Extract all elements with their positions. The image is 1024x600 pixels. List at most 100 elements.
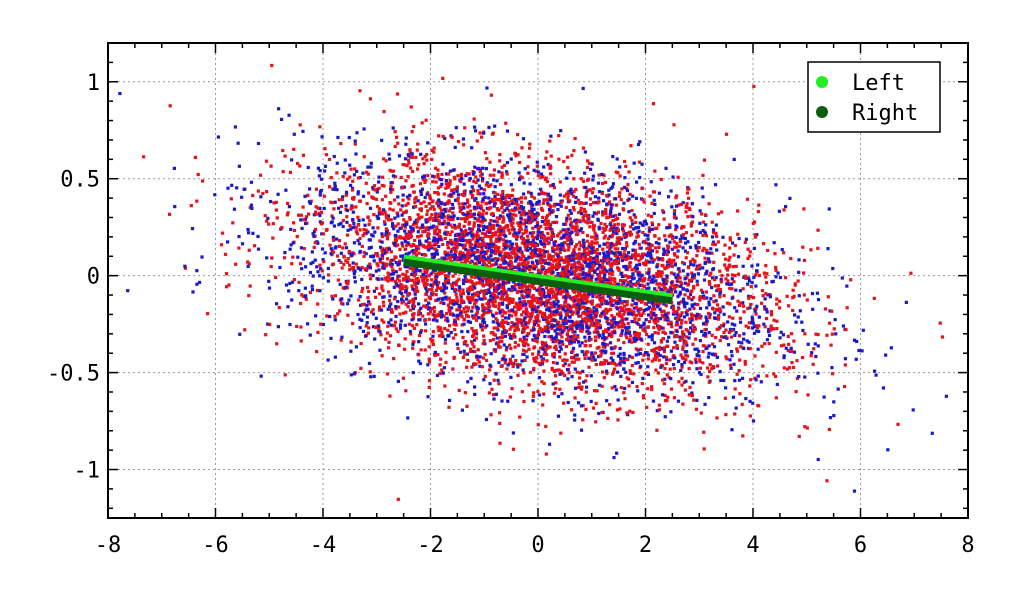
scatter-point — [393, 144, 397, 149]
scatter-point — [522, 181, 526, 185]
scatter-point — [443, 136, 447, 140]
scatter-point — [609, 332, 613, 336]
scatter-point — [421, 314, 425, 318]
scatter-point — [364, 307, 368, 311]
scatter-point — [309, 262, 313, 266]
scatter-point — [584, 321, 588, 325]
scatter-point — [729, 366, 733, 370]
scatter-point — [585, 264, 589, 268]
scatter-point — [423, 180, 427, 184]
scatter-point — [514, 252, 518, 256]
scatter-point — [621, 359, 625, 364]
scatter-point — [431, 218, 435, 222]
scatter-point — [500, 339, 504, 344]
scatter-point — [491, 231, 495, 235]
scatter-point — [529, 295, 534, 299]
scatter-point — [589, 276, 594, 280]
scatter-point — [466, 358, 470, 362]
scatter-point — [452, 281, 456, 285]
scatter-point — [367, 246, 371, 250]
scatter-point — [521, 137, 526, 141]
scatter-point — [358, 303, 363, 307]
scatter-point — [610, 334, 614, 339]
scatter-point — [301, 129, 305, 133]
scatter-point — [682, 225, 686, 229]
scatter-point — [607, 202, 611, 206]
scatter-point — [626, 183, 630, 187]
scatter-point — [677, 267, 681, 271]
scatter-point — [369, 245, 373, 249]
scatter-point — [364, 324, 368, 328]
scatter-point — [552, 259, 556, 263]
scatter-point — [519, 200, 524, 204]
scatter-point — [630, 219, 634, 223]
scatter-point — [472, 333, 476, 337]
scatter-point — [632, 242, 636, 246]
scatter-point — [561, 363, 566, 368]
scatter-point — [395, 135, 399, 139]
scatter-point — [757, 273, 762, 278]
scatter-point — [713, 277, 717, 282]
scatter-point — [780, 247, 784, 252]
scatter-point — [781, 333, 786, 337]
scatter-point — [356, 176, 361, 180]
scatter-point — [288, 281, 292, 286]
scatter-point — [413, 270, 417, 274]
scatter-point — [590, 191, 595, 195]
scatter-point — [457, 225, 461, 229]
scatter-point — [440, 238, 444, 242]
scatter-point — [503, 316, 508, 320]
scatter-point — [522, 335, 526, 339]
scatter-point — [624, 274, 628, 278]
scatter-point — [603, 358, 607, 363]
scatter-point — [627, 310, 631, 314]
scatter-point — [644, 318, 648, 322]
scatter-point — [449, 239, 453, 243]
scatter-point — [552, 318, 556, 322]
scatter-point — [809, 354, 813, 358]
scatter-point — [389, 218, 393, 222]
scatter-point — [511, 431, 515, 435]
scatter-point — [482, 227, 486, 232]
scatter-point — [503, 361, 507, 365]
scatter-point — [632, 276, 636, 280]
scatter-point — [373, 230, 377, 234]
scatter-point — [567, 363, 571, 367]
scatter-point — [478, 169, 482, 174]
scatter-point — [586, 300, 590, 304]
scatter-point — [542, 291, 546, 295]
scatter-point — [481, 209, 486, 213]
scatter-point — [360, 244, 364, 248]
scatter-point — [295, 161, 300, 166]
scatter-point — [674, 194, 679, 198]
scatter-point — [712, 260, 716, 264]
scatter-point — [510, 362, 514, 366]
scatter-point — [492, 297, 496, 302]
scatter-point — [581, 418, 585, 422]
scatter-point — [424, 253, 428, 257]
scatter-point — [246, 260, 250, 264]
scatter-point — [420, 223, 425, 227]
scatter-point — [557, 368, 561, 372]
scatter-point — [601, 247, 605, 251]
scatter-point — [691, 342, 695, 346]
scatter-point — [508, 247, 512, 251]
scatter-point — [542, 245, 546, 249]
scatter-point — [752, 246, 757, 251]
scatter-point — [333, 355, 337, 359]
scatter-point — [570, 312, 574, 316]
scatter-point — [492, 285, 496, 289]
scatter-point — [524, 286, 529, 290]
scatter-point — [624, 285, 628, 289]
scatter-point — [713, 183, 718, 187]
scatter-point — [329, 175, 333, 180]
scatter-point — [800, 320, 804, 324]
scatter-point — [743, 240, 747, 244]
scatter-point — [665, 339, 669, 343]
scatter-point — [489, 280, 493, 285]
scatter-point — [744, 237, 748, 241]
scatter-point — [495, 179, 499, 183]
scatter-point — [657, 242, 661, 246]
scatter-point — [668, 358, 672, 362]
